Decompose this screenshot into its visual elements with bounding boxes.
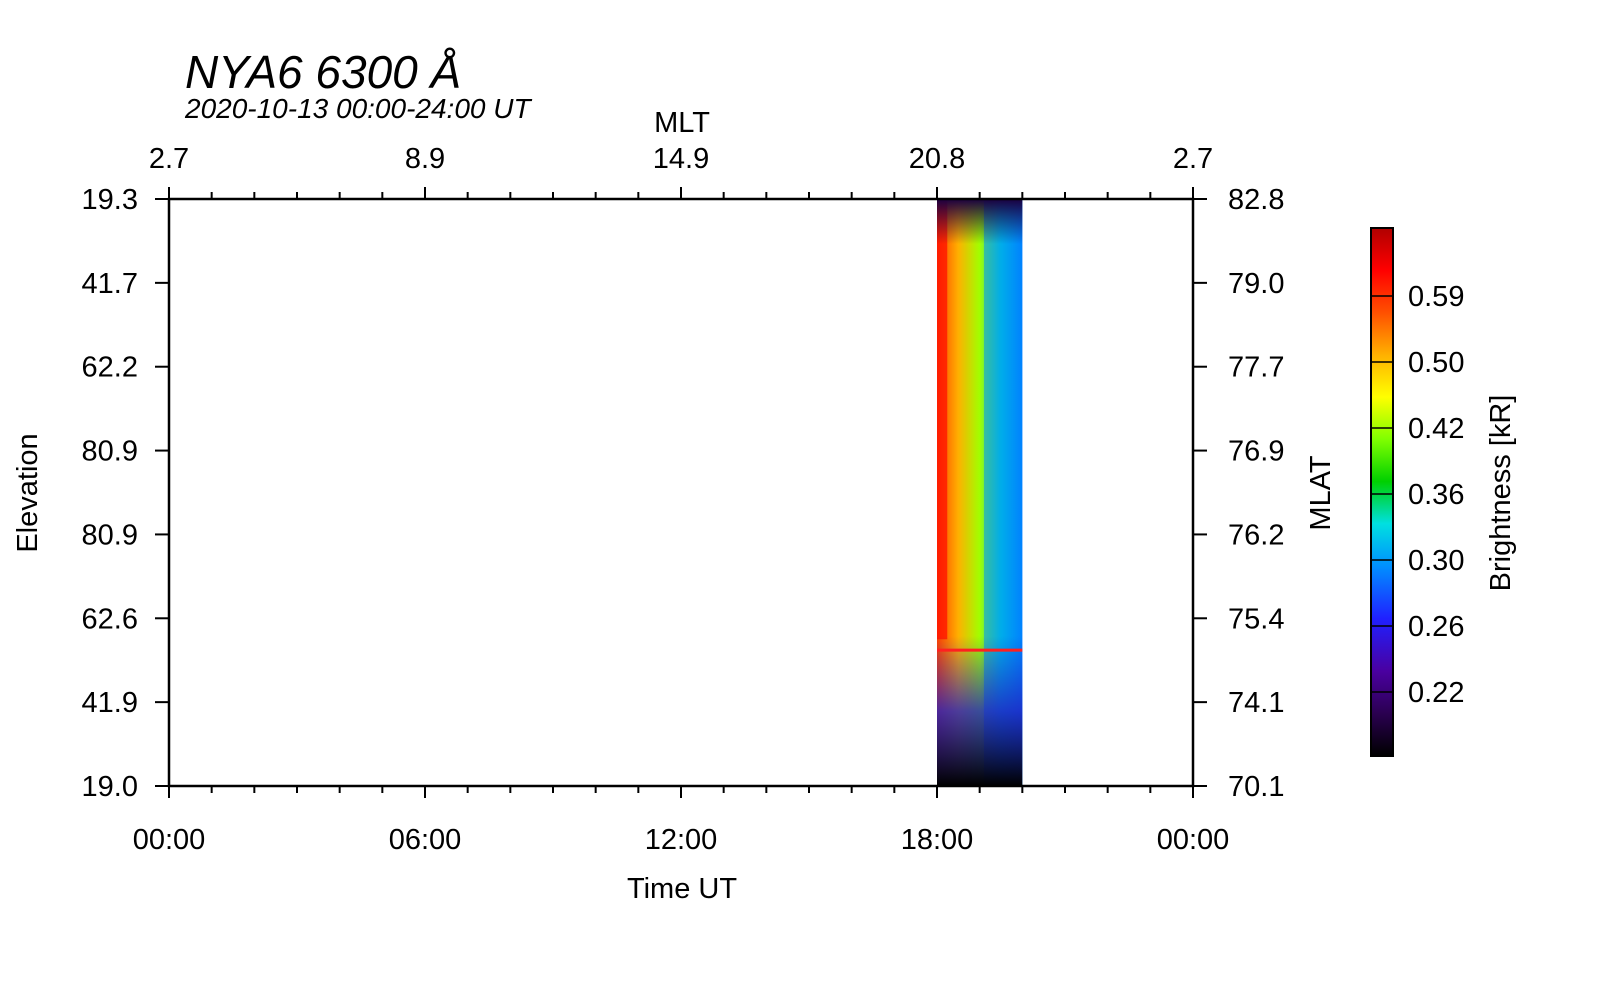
colorbar-label: Brightness [kR]: [1485, 395, 1517, 592]
data-region: [937, 199, 1023, 786]
y-left-tick-label: 41.7: [82, 268, 138, 300]
data-block-west-band: [937, 199, 948, 640]
y-right-tick-label: 82.8: [1228, 184, 1284, 216]
y-left-tick-label: 19.3: [82, 184, 138, 216]
plot-axes: [155, 187, 1207, 798]
y-right-tick-label: 79.0: [1228, 268, 1284, 300]
y-right-axis-label: MLAT: [1305, 455, 1337, 530]
tick-labels: 00:00 06:00 12:00 18:00 00:00 2.7 8.9 14.9 20.8 2…: [82, 143, 1285, 856]
y-right-tick-label: 74.1: [1228, 687, 1284, 719]
colorbar-gradient: [1370, 227, 1394, 757]
x-top-tick-label: 8.9: [405, 143, 445, 175]
data-block-artifact-line: [937, 648, 1023, 652]
y-left-tick-label: 62.6: [82, 603, 138, 635]
y-left-tick-label: 62.2: [82, 352, 138, 384]
y-left-tick-label: 80.9: [82, 519, 138, 551]
x-top-tick-label: 20.8: [909, 143, 965, 175]
colorbar: 0.59 0.50 0.42 0.36 0.30 0.26 0.22: [1370, 227, 1464, 757]
top-axis-label: MLT: [654, 107, 710, 139]
x-tick-label: 00:00: [133, 824, 206, 856]
x-tick-label: 18:00: [901, 824, 974, 856]
x-top-tick-label: 2.7: [1173, 143, 1213, 175]
y-left-tick-label: 19.0: [82, 771, 138, 803]
y-right-tick-label: 70.1: [1228, 771, 1284, 803]
colorbar-tick-label: 0.30: [1408, 545, 1464, 577]
data-block-top-shade: [937, 199, 1023, 244]
x-tick-label: 00:00: [1157, 824, 1230, 856]
y-right-tick-label: 75.4: [1228, 603, 1284, 635]
colorbar-tick-label: 0.50: [1408, 347, 1464, 379]
x-top-tick-label: 14.9: [653, 143, 709, 175]
chart-title: NYA6 6300 Å: [185, 46, 461, 98]
y-right-tick-label: 76.2: [1228, 519, 1284, 551]
colorbar-tick-label: 0.36: [1408, 479, 1464, 511]
y-right-tick-label: 76.9: [1228, 436, 1284, 468]
y-axis-label: Elevation: [12, 433, 44, 552]
plot-frame: [167, 197, 1195, 788]
y-right-tick-label: 77.7: [1228, 352, 1284, 384]
colorbar-tick-label: 0.26: [1408, 611, 1464, 643]
x-tick-label: 12:00: [645, 824, 718, 856]
x-tick-label: 06:00: [389, 824, 462, 856]
y-left-tick-label: 41.9: [82, 687, 138, 719]
colorbar-tick-label: 0.42: [1408, 413, 1464, 445]
x-axis-label: Time UT: [627, 873, 737, 905]
colorbar-tick-label: 0.22: [1408, 677, 1464, 709]
data-block-bottom-shade: [937, 636, 1023, 786]
y-left-tick-label: 80.9: [82, 436, 138, 468]
x-top-tick-label: 2.7: [149, 143, 189, 175]
chart-subtitle: 2020-10-13 00:00-24:00 UT: [184, 93, 532, 124]
colorbar-tick-label: 0.59: [1408, 281, 1464, 313]
